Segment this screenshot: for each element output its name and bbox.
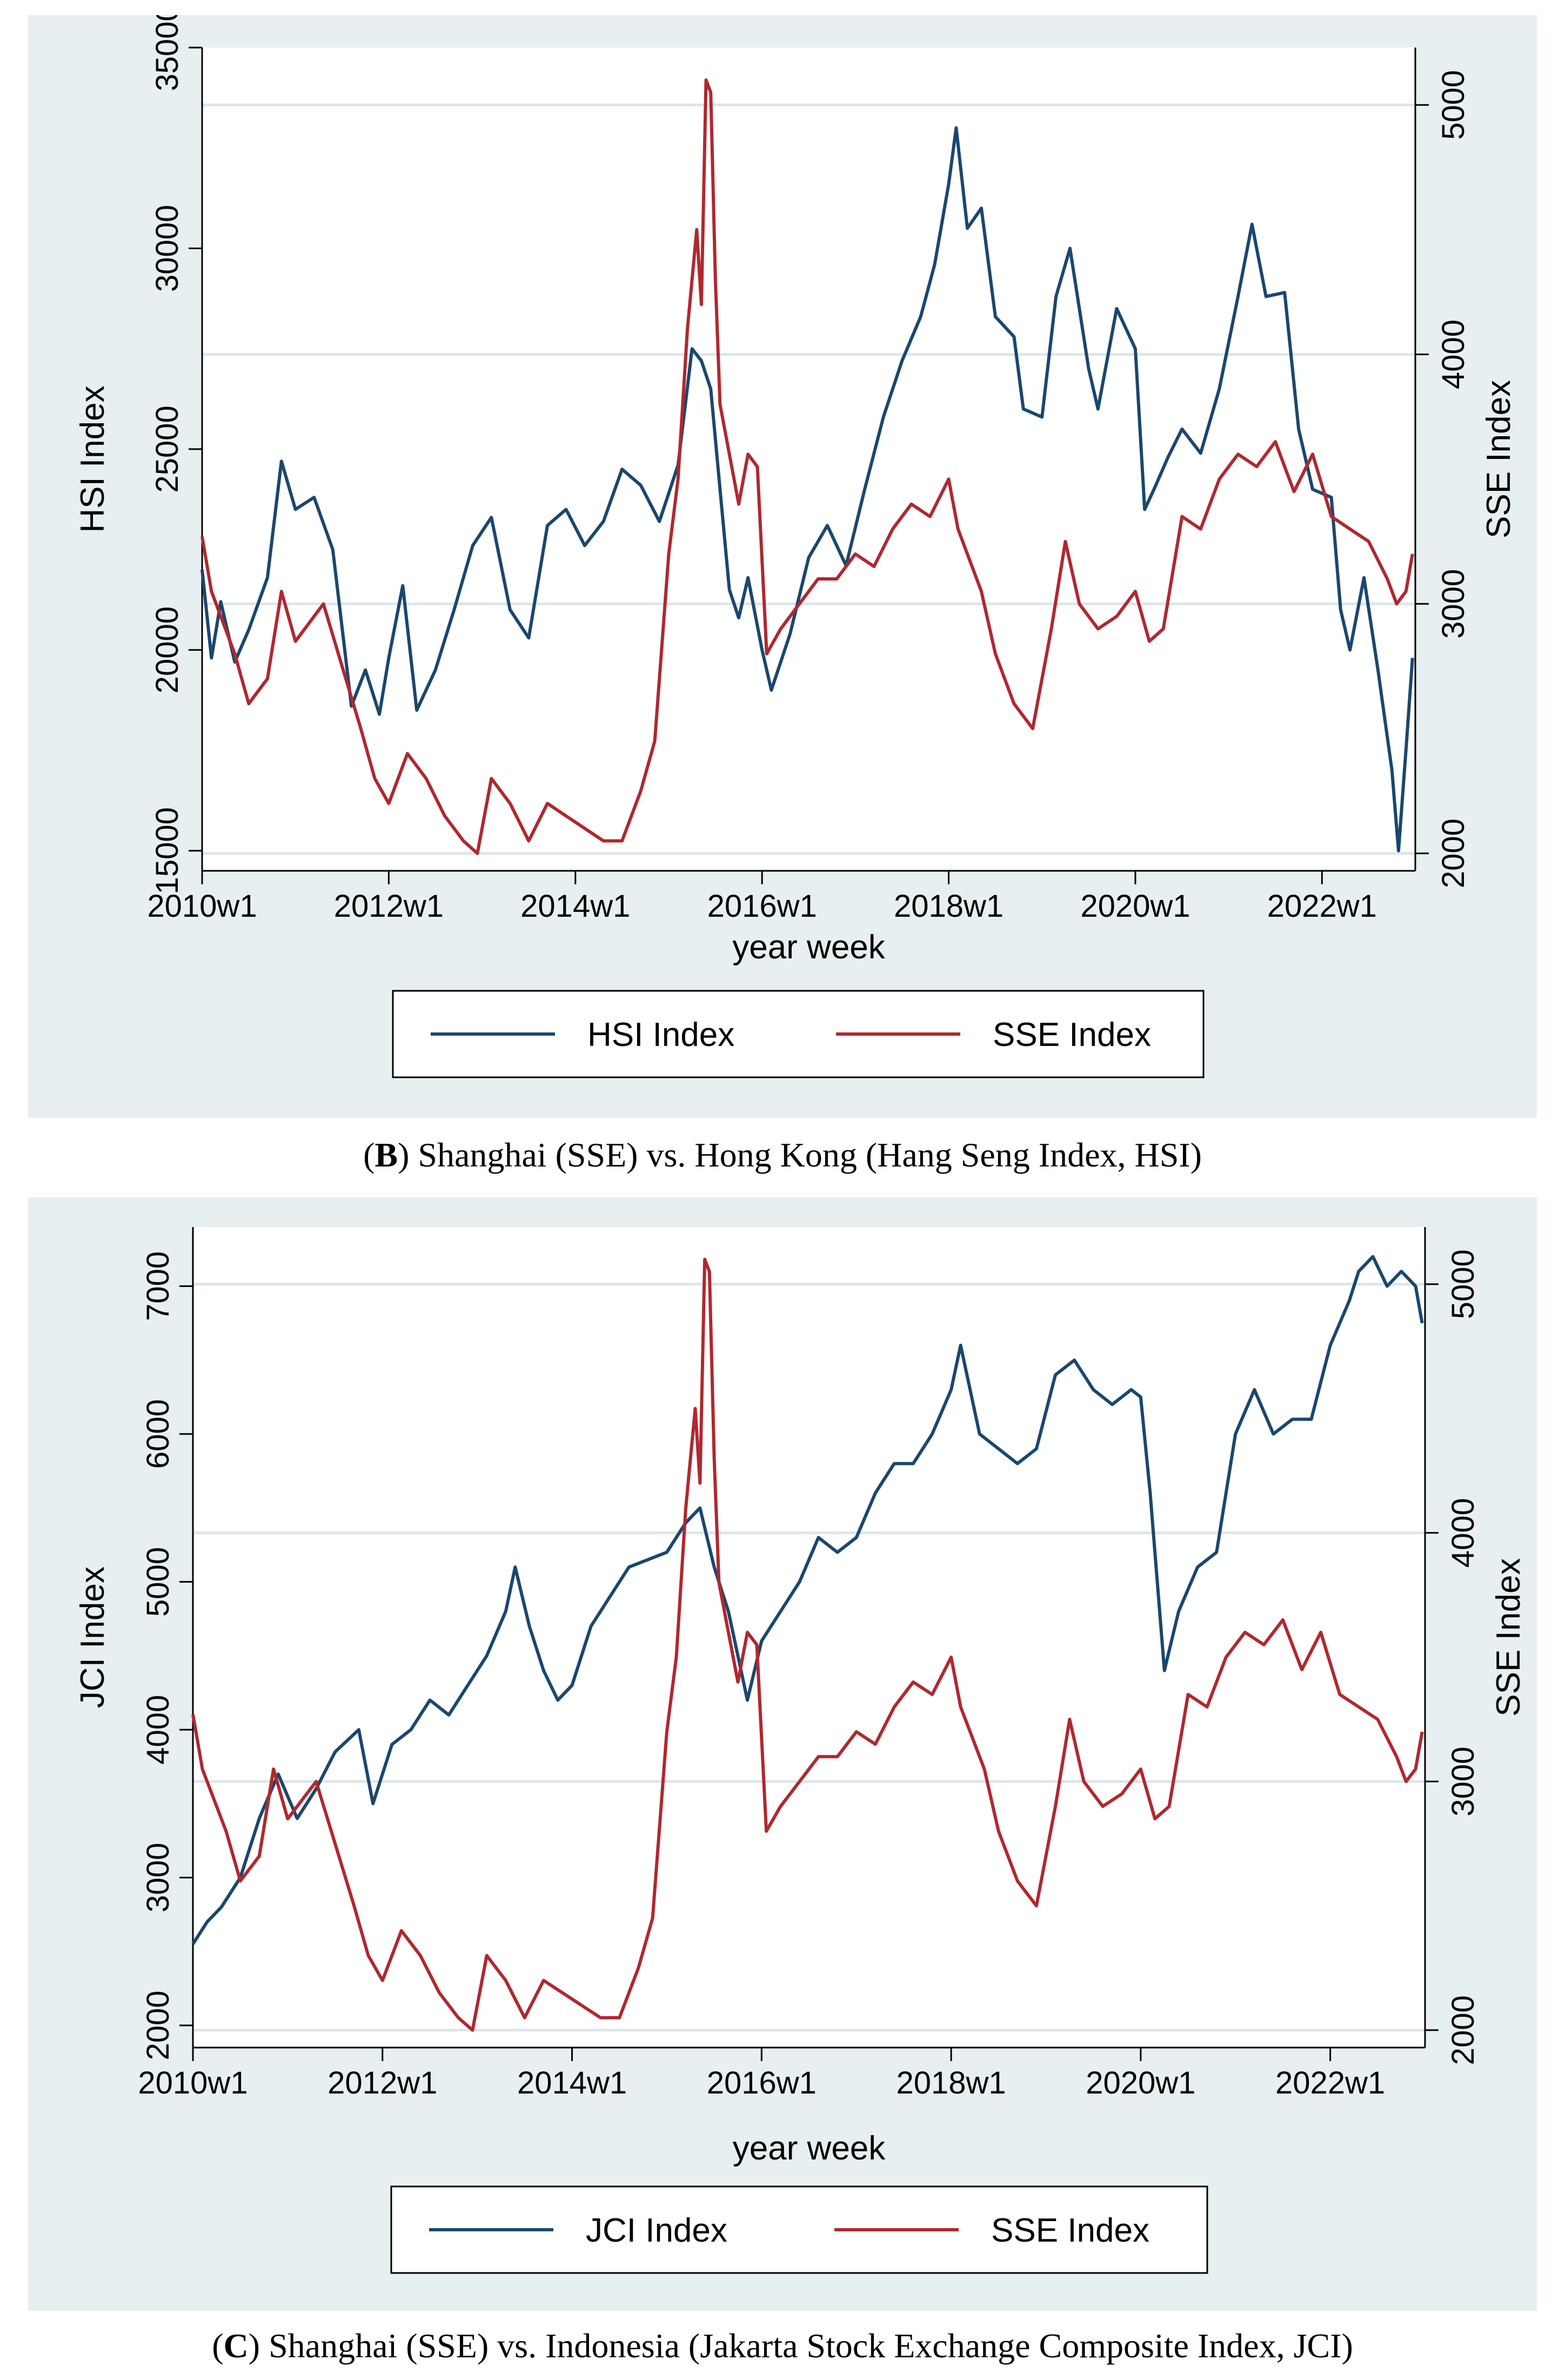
x-tick-label: 2014w1	[520, 889, 630, 924]
caption-b: (B) Shanghai (SSE) vs. Hong Kong (Hang S…	[363, 1136, 1202, 1174]
left-axis-label: JCI Index	[74, 1566, 111, 1708]
left-tick-label: 35000	[150, 15, 185, 91]
left-tick-label: 20000	[150, 606, 185, 694]
x-axis-label: year week	[733, 2130, 886, 2167]
caption-c-text: ) Shanghai (SSE) vs. Indonesia (Jakarta …	[248, 2326, 1353, 2365]
right-tick-label: 5000	[1446, 1249, 1481, 1319]
right-tick-label: 5000	[1436, 70, 1471, 140]
sse-index-line	[200, 78, 1414, 855]
x-tick-label: 2012w1	[334, 889, 444, 924]
x-tick-label: 2020w1	[1080, 889, 1190, 924]
x-tick-label: 2018w1	[896, 2065, 1006, 2101]
right-tick-label: 4000	[1436, 319, 1471, 389]
right-axis-label: SSE Index	[1480, 380, 1517, 538]
right-tick-label: 3000	[1446, 1746, 1481, 1816]
x-tick-label: 2012w1	[327, 2065, 437, 2101]
left-tick-label: 3000	[141, 1843, 176, 1912]
x-tick-label: 2020w1	[1086, 2065, 1195, 2101]
left-tick-label: 15000	[150, 807, 185, 894]
hsi-index-line	[200, 126, 1414, 852]
left-tick-label: 7000	[141, 1251, 176, 1321]
plot-area	[202, 48, 1415, 871]
legend-label: HSI Index	[587, 1016, 734, 1054]
x-tick-label: 2010w1	[147, 889, 257, 924]
x-tick-label: 2016w1	[707, 2065, 817, 2101]
x-tick-label: 2018w1	[894, 889, 1004, 924]
left-tick-label: 25000	[150, 405, 185, 492]
right-tick-label: 2000	[1436, 818, 1471, 888]
x-tick-label: 2022w1	[1275, 2065, 1385, 2101]
chart-panel-b: 15000 20000 25000 30000 35000 2000 3000 4000 500…	[28, 15, 1537, 1118]
left-tick-label: 30000	[150, 205, 185, 292]
x-tick-label: 2016w1	[707, 889, 817, 924]
caption-c: (C) Shanghai (SSE) vs. Indonesia (Jakart…	[212, 2326, 1353, 2365]
legend-label: SSE Index	[991, 2212, 1149, 2249]
left-tick-label: 5000	[141, 1547, 176, 1617]
x-tick-label: 2014w1	[517, 2065, 627, 2101]
right-tick-label: 3000	[1436, 569, 1471, 639]
x-tick-label: 2010w1	[138, 2065, 248, 2101]
jci-index-line	[191, 1255, 1424, 1945]
caption-b-letter: B	[374, 1136, 398, 1174]
right-tick-label: 2000	[1446, 1995, 1481, 2065]
plot-area	[193, 1227, 1425, 2048]
sse-index-line	[191, 1257, 1424, 2032]
caption-c-letter: C	[223, 2326, 249, 2365]
right-tick-label: 4000	[1446, 1498, 1481, 1568]
left-tick-label: 2000	[141, 1990, 176, 2060]
right-axis-label: SSE Index	[1490, 1558, 1527, 1717]
caption-b-text: ) Shanghai (SSE) vs. Hong Kong (Hang Sen…	[398, 1136, 1202, 1174]
legend-label: SSE Index	[993, 1016, 1151, 1054]
chart-b: 15000 20000 25000 30000 35000 2000 3000 4000 500…	[74, 15, 1517, 1078]
x-axis-label: year week	[732, 929, 886, 966]
left-axis-label: HSI Index	[74, 385, 111, 532]
chart-c: 2000 3000 4000 5000 6000 7000 2000 3000 4000 5000…	[74, 1227, 1527, 2274]
left-tick-label: 6000	[141, 1399, 176, 1469]
chart-panel-c: 2000 3000 4000 5000 6000 7000 2000 3000 4000 5000…	[28, 1197, 1537, 2311]
x-tick-label: 2022w1	[1267, 889, 1377, 924]
legend-label: JCI Index	[586, 2212, 727, 2249]
left-tick-label: 4000	[141, 1695, 176, 1764]
